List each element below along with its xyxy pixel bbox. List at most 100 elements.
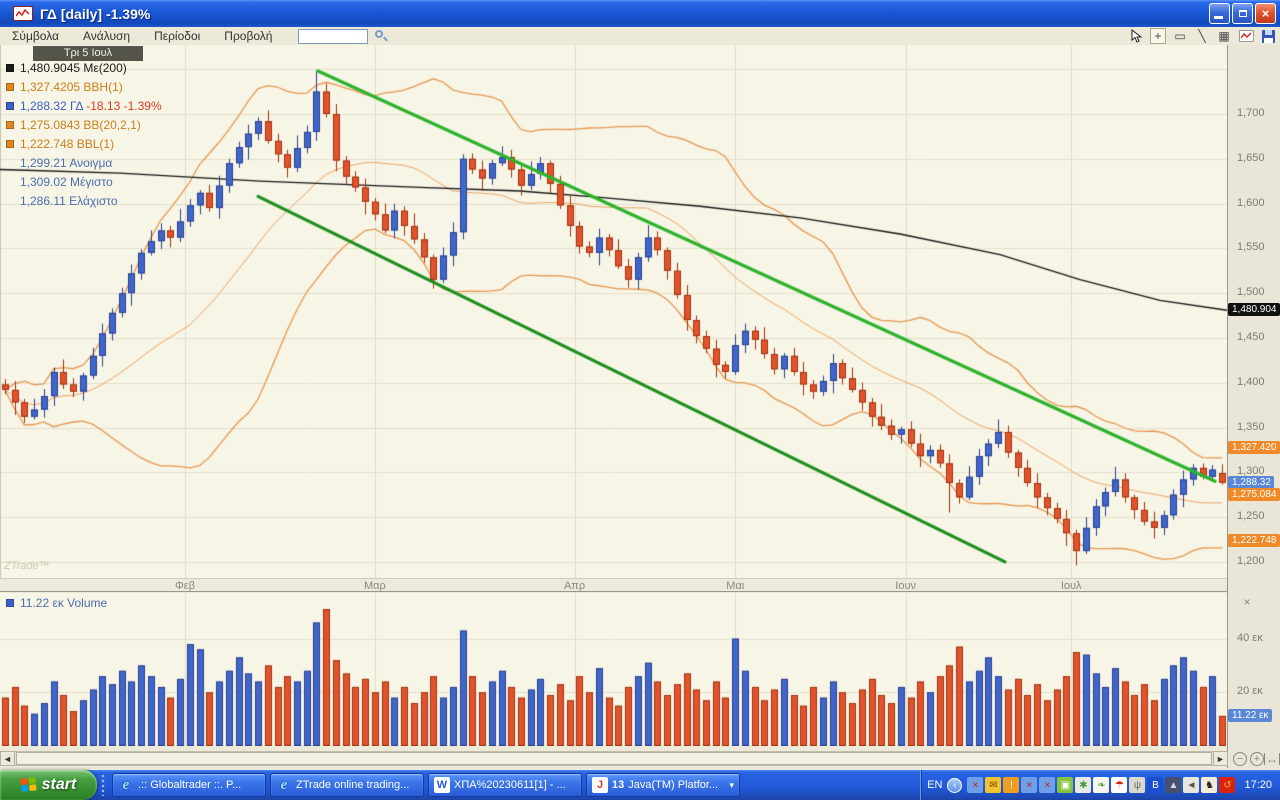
security-shield-icon[interactable]: ! — [1003, 777, 1020, 793]
trendline-tool-icon[interactable]: ╲ — [1198, 29, 1206, 43]
taskbar-button-label: .:: Globaltrader ::. P... — [138, 779, 242, 791]
legend-row-0: 1,480.9045 Με(200) — [6, 58, 162, 77]
price-chart-canvas[interactable] — [0, 45, 1227, 578]
title-bar: ΓΔ [daily] -1.39% × — [0, 0, 1280, 27]
taskbar-button-label: ZTrade online trading... — [296, 779, 410, 791]
legend-swatch — [6, 120, 14, 129]
antivirus-umbrella-icon[interactable]: ☂ — [1111, 777, 1128, 793]
taskbar-button-label: ΧΠΑ%20230611[1] - ... — [454, 779, 566, 791]
indicator-legend: 1,480.9045 Με(200) 1,327.4205 BBH(1) 1,288… — [6, 58, 162, 210]
taskbar-button-1[interactable]: e ZTrade online trading... — [270, 773, 424, 797]
legend-row-7: 1,286.11 Ελάχιστο — [6, 191, 162, 210]
legend-text: 1,288.32 ΓΔ — [20, 98, 87, 113]
price-tag: 1,327.420 — [1228, 440, 1280, 454]
network-error-icon-2[interactable]: × — [1021, 777, 1038, 793]
start-button[interactable]: start — [0, 770, 97, 800]
menu-item-2[interactable]: Περίοδοι — [154, 29, 201, 43]
window-count: 13 — [612, 779, 625, 791]
close-button[interactable]: × — [1255, 3, 1276, 24]
word-document-icon: W — [434, 777, 450, 793]
tray-chevron-icon[interactable]: ‹ — [947, 777, 963, 793]
launcher-rocket-icon[interactable]: ▲ — [1165, 777, 1182, 793]
legend-text: -18.13 -1.39% — [86, 98, 162, 113]
legend-swatch — [6, 139, 14, 148]
price-tag: 1,222.748 — [1228, 534, 1280, 548]
horizontal-resize-icon[interactable]: ↔ — [1264, 752, 1280, 766]
taskbar-clock: 17:20 — [1244, 779, 1272, 791]
legend-row-1: 1,327.4205 BBH(1) — [6, 77, 162, 96]
month-label: Ιουλ — [1060, 580, 1082, 592]
legend-text: 1,275.0843 BB(20,2,1) — [20, 117, 141, 132]
bluetooth-icon[interactable]: B — [1147, 777, 1164, 793]
volume-chart-canvas[interactable] — [0, 593, 1227, 746]
price-tag: 1,275.084 — [1228, 487, 1280, 501]
mail-alert-icon[interactable]: ✉ — [985, 777, 1002, 793]
legend-text: 1,309.02 Μέγιστο — [20, 174, 113, 189]
price-axis-label: 1,500 — [1237, 286, 1265, 299]
volume-speaker-icon[interactable]: ◄ — [1183, 777, 1200, 793]
zoom-out-button[interactable]: − — [1233, 752, 1247, 766]
price-axis-strip — [1227, 45, 1280, 768]
internet-explorer-icon: e — [122, 776, 130, 793]
crosshair-date-tooltip: Τρι 5 Ιουλ — [33, 46, 143, 61]
volume-axis-label: 40 εκ — [1237, 631, 1263, 644]
time-axis: Φεβ Μαρ Απρ Μαι Ιουν Ιουλ — [0, 578, 1227, 592]
legend-row-5: 1,299.21 Ανοιγμα — [6, 153, 162, 172]
network-error-icon[interactable]: × — [967, 777, 984, 793]
volume-swatch — [6, 599, 14, 607]
taskbar-button-label: Java(TM) Platfor... — [628, 779, 719, 791]
legend-swatch — [6, 82, 14, 91]
menu-item-3[interactable]: Προβολή — [224, 29, 273, 43]
restore-button[interactable] — [1232, 3, 1253, 24]
window-title: ΓΔ [daily] -1.39% — [40, 5, 151, 22]
price-axis-label: 1,600 — [1237, 196, 1265, 209]
month-label: Φεβ — [175, 580, 196, 592]
menu-item-1[interactable]: Ανάλυση — [83, 29, 131, 43]
taskbar-button-3[interactable]: J 13 Java(TM) Platfor... ▾ — [586, 773, 740, 797]
legend-row-4: 1,222.748 BBL(1) — [6, 134, 162, 153]
taskbar-button-2[interactable]: W ΧΠΑ%20230611[1] - ... — [428, 773, 582, 797]
price-axis-label: 1,650 — [1237, 151, 1265, 164]
volume-panel-close-icon[interactable]: × — [1243, 595, 1251, 609]
cursor-tool-icon[interactable] — [1128, 28, 1144, 44]
grid-tool-icon[interactable]: ▦ — [1218, 29, 1230, 43]
firewall-icon[interactable]: ↺ — [1219, 777, 1236, 793]
price-axis-label: 1,200 — [1237, 554, 1265, 567]
legend-text: 1,480.9045 Με(200) — [20, 60, 127, 75]
bird-icon[interactable]: ♞ — [1201, 777, 1218, 793]
wireless-antenna-icon[interactable]: ψ — [1129, 777, 1146, 793]
legend-text: 1,286.11 Ελάχιστο — [20, 193, 118, 208]
certificate-badge-icon[interactable]: ✱ — [1075, 777, 1092, 793]
legend-swatch — [6, 101, 14, 110]
crosshair-tool-icon[interactable]: + — [1150, 28, 1166, 44]
minimize-button[interactable] — [1209, 3, 1230, 24]
legend-text: 1,222.748 BBL(1) — [20, 136, 115, 151]
java-icon: J — [592, 777, 608, 793]
symbol-search-input[interactable] — [298, 28, 369, 44]
price-axis-label: 1,250 — [1237, 510, 1265, 523]
price-axis-label: 1,450 — [1237, 330, 1265, 343]
chart-hscrollbar-thumb[interactable] — [16, 752, 1212, 765]
chart-type-icon[interactable] — [1238, 28, 1254, 44]
legend-row-6: 1,309.02 Μέγιστο — [6, 172, 162, 191]
scroll-right-button[interactable]: ► — [1213, 751, 1228, 766]
system-tray: EN ‹ × ✉! × × ▣ ✱ ❧ ☂ ψ B ▲ ◄ ♞ ↺ 17:20 — [920, 770, 1280, 800]
price-axis-label: 1,350 — [1237, 420, 1265, 433]
leaf-icon[interactable]: ❧ — [1093, 777, 1110, 793]
menu-bar: Σύμβολα Ανάλυση Περίοδοι Προβολή + ▭ ╲ ▦ — [0, 27, 1280, 45]
taskbar-button-0[interactable]: e .:: Globaltrader ::. P... — [112, 773, 266, 797]
volume-tag: 11.22 εκ — [1228, 708, 1272, 722]
menu-item-0[interactable]: Σύμβολα — [12, 29, 59, 43]
network-error-icon-3[interactable]: × — [1039, 777, 1056, 793]
rectangle-tool-icon[interactable]: ▭ — [1174, 29, 1186, 43]
month-label: Απρ — [563, 580, 586, 592]
save-icon[interactable] — [1260, 28, 1276, 44]
scroll-left-button[interactable]: ◄ — [0, 751, 15, 766]
volume-legend: 11.22 εκ Volume — [6, 596, 107, 610]
internet-explorer-icon: e — [280, 776, 288, 793]
zoom-in-button[interactable]: + — [1250, 752, 1264, 766]
green-box-icon[interactable]: ▣ — [1057, 777, 1074, 793]
search-icon[interactable] — [374, 29, 389, 43]
language-indicator[interactable]: EN — [927, 779, 943, 791]
